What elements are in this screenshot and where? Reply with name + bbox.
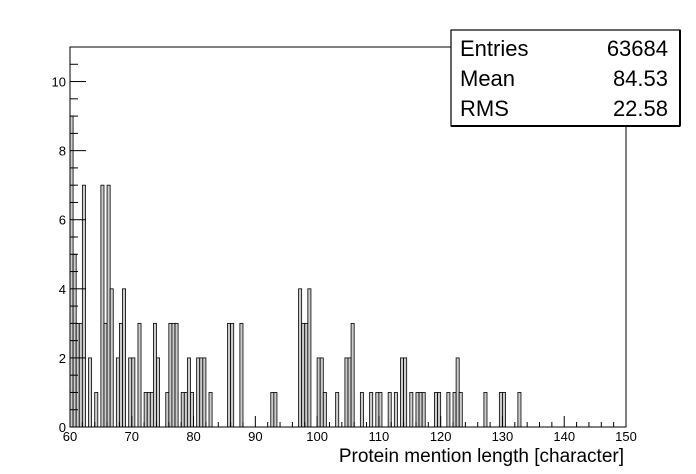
x-tick-label: 90 — [248, 429, 262, 444]
stats-entries-value: 63684 — [607, 36, 668, 61]
histogram-bar — [517, 392, 522, 428]
histogram-bar — [415, 392, 420, 428]
histogram-bar — [483, 392, 488, 428]
histogram-bar — [344, 357, 349, 428]
histogram-bar — [146, 392, 151, 428]
histogram-bar — [109, 288, 114, 428]
y-tick-label: 0 — [59, 420, 66, 435]
histogram-bar — [78, 322, 83, 428]
y-tick-label: 10 — [52, 75, 66, 90]
histogram-bar — [100, 184, 105, 428]
histogram-bar — [350, 322, 355, 428]
histogram-bar — [307, 288, 312, 428]
histogram-bar — [196, 357, 201, 428]
histogram-bar — [137, 322, 142, 428]
x-tick-label: 120 — [430, 429, 452, 444]
y-tick-label: 2 — [59, 351, 66, 366]
histogram-bar — [409, 392, 414, 428]
histogram-bar — [103, 322, 108, 428]
histogram-bar — [400, 357, 404, 428]
histogram-bar — [452, 392, 457, 428]
histogram-bar — [208, 392, 213, 428]
histogram-bar — [322, 392, 327, 428]
x-tick-label: 140 — [553, 429, 575, 444]
x-tick-label: 110 — [369, 429, 390, 444]
histogram-bar — [403, 357, 408, 428]
histogram-bar — [304, 322, 309, 428]
y-tick-label: 4 — [59, 282, 66, 297]
histogram-bar — [458, 392, 463, 428]
histogram-bars — [69, 115, 522, 428]
histogram-bar — [174, 322, 179, 428]
histogram-bar — [227, 322, 232, 428]
histogram-bar — [359, 392, 364, 428]
y-tick-label: 8 — [59, 144, 66, 159]
histogram-bar — [273, 392, 278, 428]
histogram-bar — [335, 392, 340, 428]
stats-mean-value: 84.53 — [613, 66, 668, 91]
x-tick-label: 100 — [306, 429, 328, 444]
stats-box: Entries 63684 Mean 84.53 RMS 22.58 — [450, 29, 681, 127]
x-axis-title: Protein mention length [character] — [339, 446, 624, 467]
histogram-bar — [152, 322, 157, 428]
histogram-bar — [180, 392, 185, 428]
histogram-bar — [165, 392, 170, 428]
histogram-bar — [230, 322, 235, 428]
histogram-bar — [94, 392, 99, 428]
x-tick-label: 130 — [492, 429, 514, 444]
histogram-bar — [88, 357, 93, 428]
histogram-bar — [199, 357, 204, 428]
histogram-bar — [270, 392, 275, 428]
stats-mean-label: Mean — [460, 66, 515, 91]
x-axis: 60 70 80 90 100 110 120 130 140 150 — [63, 416, 637, 444]
histogram-bar — [171, 322, 176, 428]
x-tick-label: 150 — [615, 429, 637, 444]
stats-entries-label: Entries — [460, 36, 528, 61]
histogram-bar — [81, 184, 86, 428]
histogram-bar — [369, 392, 374, 428]
x-tick-label: 80 — [186, 429, 200, 444]
histogram-bar — [387, 392, 392, 428]
histogram-bar — [347, 357, 352, 428]
histogram-bar — [301, 322, 306, 428]
histogram-bar — [434, 392, 438, 428]
histogram-bar — [239, 322, 244, 428]
y-axis: 0 2 4 6 8 10 — [52, 46, 86, 435]
histogram-bar — [186, 357, 191, 428]
histogram-bar — [319, 357, 324, 428]
histogram-bar — [446, 392, 451, 428]
histogram-bar — [298, 288, 303, 428]
histogram-bar — [119, 322, 123, 428]
histogram-bar — [393, 392, 398, 428]
histogram-bar — [122, 288, 126, 428]
histogram-bar — [156, 357, 160, 428]
histogram-bar — [115, 357, 120, 428]
x-tick-label: 70 — [125, 429, 139, 444]
stats-rms-value: 22.58 — [613, 96, 668, 121]
histogram-bar — [202, 357, 207, 428]
histogram-bar — [421, 392, 426, 428]
histogram-bar — [149, 392, 154, 428]
histogram-bar — [183, 392, 188, 428]
histogram-bar — [168, 322, 173, 428]
histogram-bar — [143, 392, 148, 428]
histogram-bar — [418, 392, 423, 428]
stats-rms-label: RMS — [460, 96, 509, 121]
y-tick-label: 6 — [59, 213, 66, 228]
x-tick-label: 60 — [63, 429, 77, 444]
histogram-bar — [106, 184, 111, 428]
histogram-bar — [455, 357, 460, 428]
